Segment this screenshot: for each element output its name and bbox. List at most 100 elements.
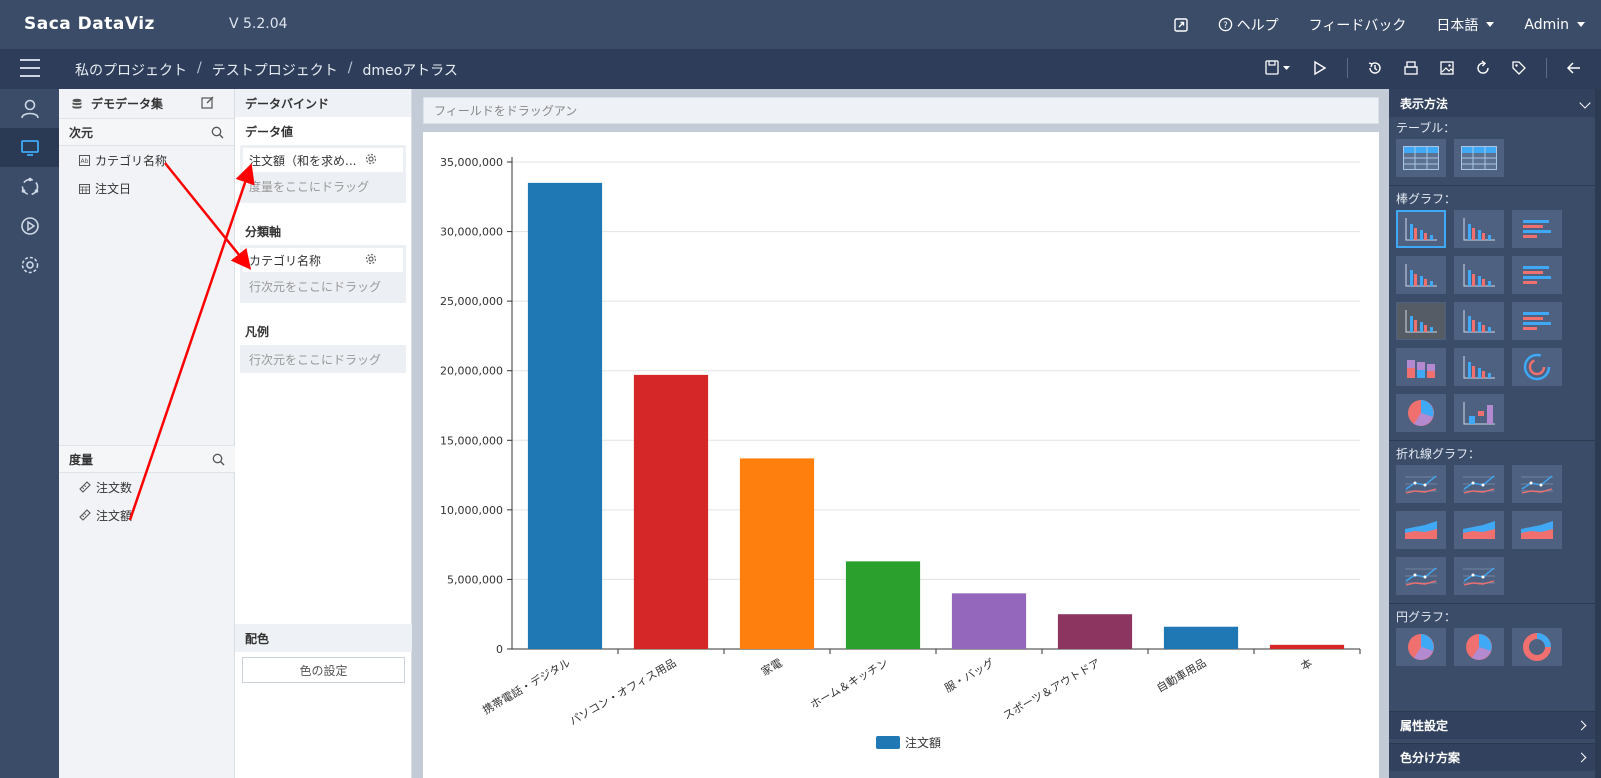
external-link-button[interactable] [1173, 17, 1188, 32]
nav-sync[interactable] [0, 167, 59, 206]
measure-field[interactable]: 注文額 [59, 501, 235, 529]
chart-type-option[interactable] [1512, 465, 1562, 503]
table-chart-icon [1403, 146, 1439, 170]
chart-type-option[interactable] [1396, 256, 1446, 294]
chart-type-option[interactable] [1454, 302, 1504, 340]
svg-text:Ab: Ab [81, 158, 89, 165]
chart-type-option[interactable] [1396, 210, 1446, 248]
chart-type-option[interactable] [1396, 557, 1446, 595]
bar-chart: 0 5,000,000 10,000,000 15,000,000 20,000,000… [440, 156, 1361, 750]
bars-chart-icon [1405, 310, 1437, 333]
search-icon[interactable] [211, 126, 224, 139]
hbars-chart-icon [1523, 266, 1551, 284]
breadcrumb-separator: / [347, 60, 353, 76]
bar [1057, 614, 1133, 649]
measure-field[interactable]: 注文数 [59, 473, 235, 501]
nav-play[interactable] [0, 206, 59, 245]
chart-type-option[interactable] [1396, 394, 1446, 432]
dimension-field[interactable]: 注文日 [59, 174, 234, 202]
print-icon [1404, 61, 1418, 75]
chevron-right-icon [1576, 752, 1587, 763]
chart-type-option[interactable] [1396, 511, 1446, 549]
user-menu[interactable]: Admin [1524, 17, 1585, 33]
scrollbar[interactable] [1595, 89, 1601, 778]
axis-pill[interactable]: カテゴリ名称 [243, 248, 403, 272]
chart-type-option[interactable] [1512, 511, 1562, 549]
left-nav [0, 89, 59, 778]
chart-type-option[interactable] [1454, 256, 1504, 294]
refresh-button[interactable] [1474, 57, 1492, 79]
chart-type-option[interactable] [1396, 302, 1446, 340]
values-pill[interactable]: 注文額（和を求め... [243, 148, 403, 172]
filter-dropzone[interactable]: フィールドをドラッグアン [423, 97, 1379, 124]
print-button[interactable] [1402, 57, 1420, 79]
edit-icon[interactable] [201, 96, 214, 109]
x-tick-label: 服・バッグ [942, 655, 997, 695]
chart-type-panel: 表示方法 テーブル： 棒グラフ： 折れ線グラフ： 円グラフ： 属性設定 色分け方案 [1389, 89, 1601, 778]
chart-type-option[interactable] [1454, 511, 1504, 549]
chart-type-option[interactable] [1396, 465, 1446, 503]
chart-type-option[interactable] [1454, 465, 1504, 503]
arrow-left-icon [1566, 62, 1580, 74]
chart-type-option[interactable] [1454, 557, 1504, 595]
user-label: Admin [1524, 16, 1569, 33]
attribute-settings-header[interactable]: 属性設定 [1389, 711, 1601, 739]
color-settings-button[interactable]: 色の設定 [242, 657, 405, 683]
chart-type-option[interactable] [1512, 348, 1562, 386]
chart-type-grid [1389, 626, 1601, 672]
dataset-title: デモデータ集 [91, 97, 164, 111]
tag-button[interactable] [1510, 57, 1528, 79]
back-button[interactable] [1565, 57, 1583, 79]
section-divider [1389, 440, 1601, 441]
y-tick-label: 35,000,000 [440, 156, 503, 169]
bar [633, 374, 709, 649]
toolbar-divider [1347, 58, 1348, 78]
image-button[interactable] [1438, 57, 1456, 79]
y-tick-label: 0 [496, 643, 503, 656]
chevron-right-icon [1576, 720, 1587, 731]
language-select[interactable]: 日本語 [1436, 15, 1495, 35]
nav-user[interactable] [0, 89, 59, 128]
breadcrumb-item[interactable]: テストプロジェクト [211, 63, 338, 79]
chart-type-option[interactable] [1512, 302, 1562, 340]
bars-chart-icon [1463, 264, 1495, 287]
bar [1269, 644, 1345, 649]
color-scheme-header[interactable]: 色分け方案 [1389, 743, 1601, 771]
chart-type-option[interactable] [1454, 628, 1504, 666]
chart-type-option[interactable] [1512, 628, 1562, 666]
chart-type-option[interactable] [1396, 628, 1446, 666]
chart-type-header[interactable]: 表示方法 [1389, 89, 1601, 117]
chart-type-section-label: テーブル： [1396, 120, 1456, 135]
chart-type-option[interactable] [1454, 348, 1504, 386]
help-link[interactable]: ? ヘルプ [1218, 15, 1279, 35]
nav-dashboard[interactable] [0, 128, 59, 167]
run-button[interactable] [1311, 57, 1329, 79]
chart-type-option[interactable] [1396, 348, 1446, 386]
feedback-link[interactable]: フィードバック [1308, 17, 1407, 34]
search-icon[interactable] [212, 453, 225, 466]
section-divider [1389, 603, 1601, 604]
breadcrumb-item[interactable]: 私のプロジェクト [75, 63, 187, 79]
legend-swatch [876, 736, 900, 749]
app-logo[interactable]: Saca DataViz [24, 14, 155, 34]
axis-dropzone[interactable]: カテゴリ名称 行次元をここにドラッグ [240, 245, 406, 303]
values-dropzone[interactable]: 注文額（和を求め... 度量をここにドラッグ [240, 145, 406, 203]
dimension-field[interactable]: Ab カテゴリ名称 [59, 146, 234, 174]
gear-icon[interactable] [365, 253, 377, 265]
cycle-icon [21, 177, 38, 195]
save-button[interactable] [1263, 57, 1293, 79]
area-chart-icon [1405, 521, 1437, 539]
breadcrumb-separator: / [197, 60, 202, 76]
gear-icon[interactable] [365, 153, 377, 165]
bar [845, 561, 921, 649]
legend-dropzone[interactable]: 行次元をここにドラッグ [240, 345, 406, 373]
chart-type-option[interactable] [1396, 139, 1446, 177]
chart-type-option[interactable] [1454, 139, 1504, 177]
chart-type-option[interactable] [1454, 394, 1504, 432]
menu-icon[interactable] [20, 59, 40, 77]
chart-type-option[interactable] [1512, 210, 1562, 248]
history-button[interactable] [1366, 57, 1384, 79]
nav-settings[interactable] [0, 245, 59, 284]
chart-type-option[interactable] [1512, 256, 1562, 294]
chart-type-option[interactable] [1454, 210, 1504, 248]
